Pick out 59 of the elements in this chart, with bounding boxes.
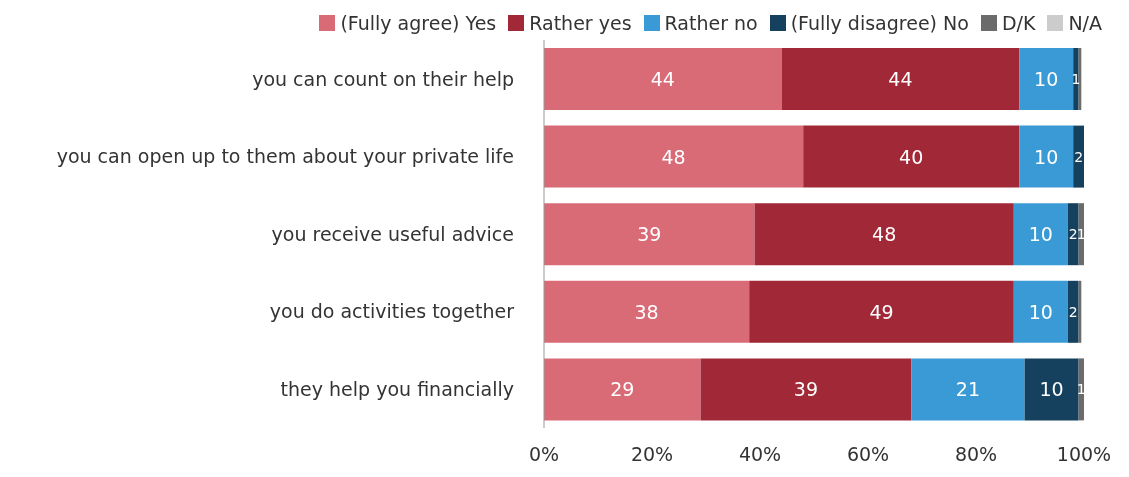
data-label: 39: [793, 378, 818, 401]
y-tick-label: they help you financially: [280, 377, 514, 400]
x-tick-label: 60%: [846, 443, 890, 466]
bar: [911, 358, 1025, 421]
data-label: 29: [610, 378, 635, 401]
data-label: 10: [1028, 300, 1053, 323]
legend-label: (Fully disagree) No: [790, 12, 969, 34]
bar: [1024, 358, 1079, 421]
bar: [1019, 48, 1074, 110]
bar: [1019, 125, 1074, 188]
data-label: 1: [1071, 71, 1081, 87]
legend-label: Rather no: [664, 12, 758, 34]
bar: [1073, 125, 1084, 188]
y-tick-label: you can open up to them about your private life: [56, 145, 514, 168]
bar: [544, 280, 750, 343]
bar: [544, 358, 701, 421]
legend-label: (Fully agree) Yes: [340, 12, 497, 34]
x-tick-label: 20%: [630, 443, 674, 466]
data-label: 2: [1068, 303, 1078, 320]
data-label: 48: [661, 145, 686, 168]
data-label: 44: [650, 68, 675, 90]
data-label: 48: [872, 223, 897, 246]
bar: [1013, 280, 1068, 343]
bar: [1013, 203, 1068, 266]
x-tick-label: 40%: [738, 443, 782, 466]
bar: [1073, 48, 1079, 110]
bar: [544, 125, 804, 188]
bar: [1067, 280, 1079, 343]
bar: [803, 125, 1020, 188]
data-label: 49: [869, 300, 894, 323]
bar: [781, 48, 1020, 110]
data-label: 21: [955, 378, 980, 401]
data-label: 1: [1076, 381, 1086, 398]
bar: [544, 48, 782, 110]
x-tick-label: 100%: [1056, 443, 1112, 466]
data-label: 44: [888, 68, 913, 90]
data-label: 10: [1028, 223, 1053, 246]
bar: [754, 203, 1014, 266]
data-label: 40: [899, 145, 924, 168]
bar: [544, 203, 755, 266]
bar: [749, 280, 1014, 343]
x-tick-label: 0%: [528, 443, 560, 466]
data-label: 2: [1068, 226, 1078, 243]
bar: [700, 358, 912, 421]
data-label: 39: [637, 223, 662, 246]
y-tick-label: you receive useful advice: [271, 222, 514, 245]
legend-label: N/A: [1068, 12, 1102, 34]
y-tick-label: you do activities together: [269, 300, 515, 323]
legend-label: D/K: [1001, 12, 1036, 34]
data-label: 10: [1034, 68, 1059, 90]
data-label: 1: [1076, 226, 1086, 243]
data-label: 38: [634, 300, 659, 323]
y-tick-label: you can count on their help: [252, 67, 514, 90]
x-tick-label: 80%: [954, 443, 998, 466]
data-label: 2: [1074, 148, 1084, 165]
data-label: 10: [1039, 378, 1064, 401]
legend-label: Rather yes: [529, 12, 632, 34]
data-label: 10: [1034, 145, 1059, 168]
bar: [1067, 203, 1079, 266]
